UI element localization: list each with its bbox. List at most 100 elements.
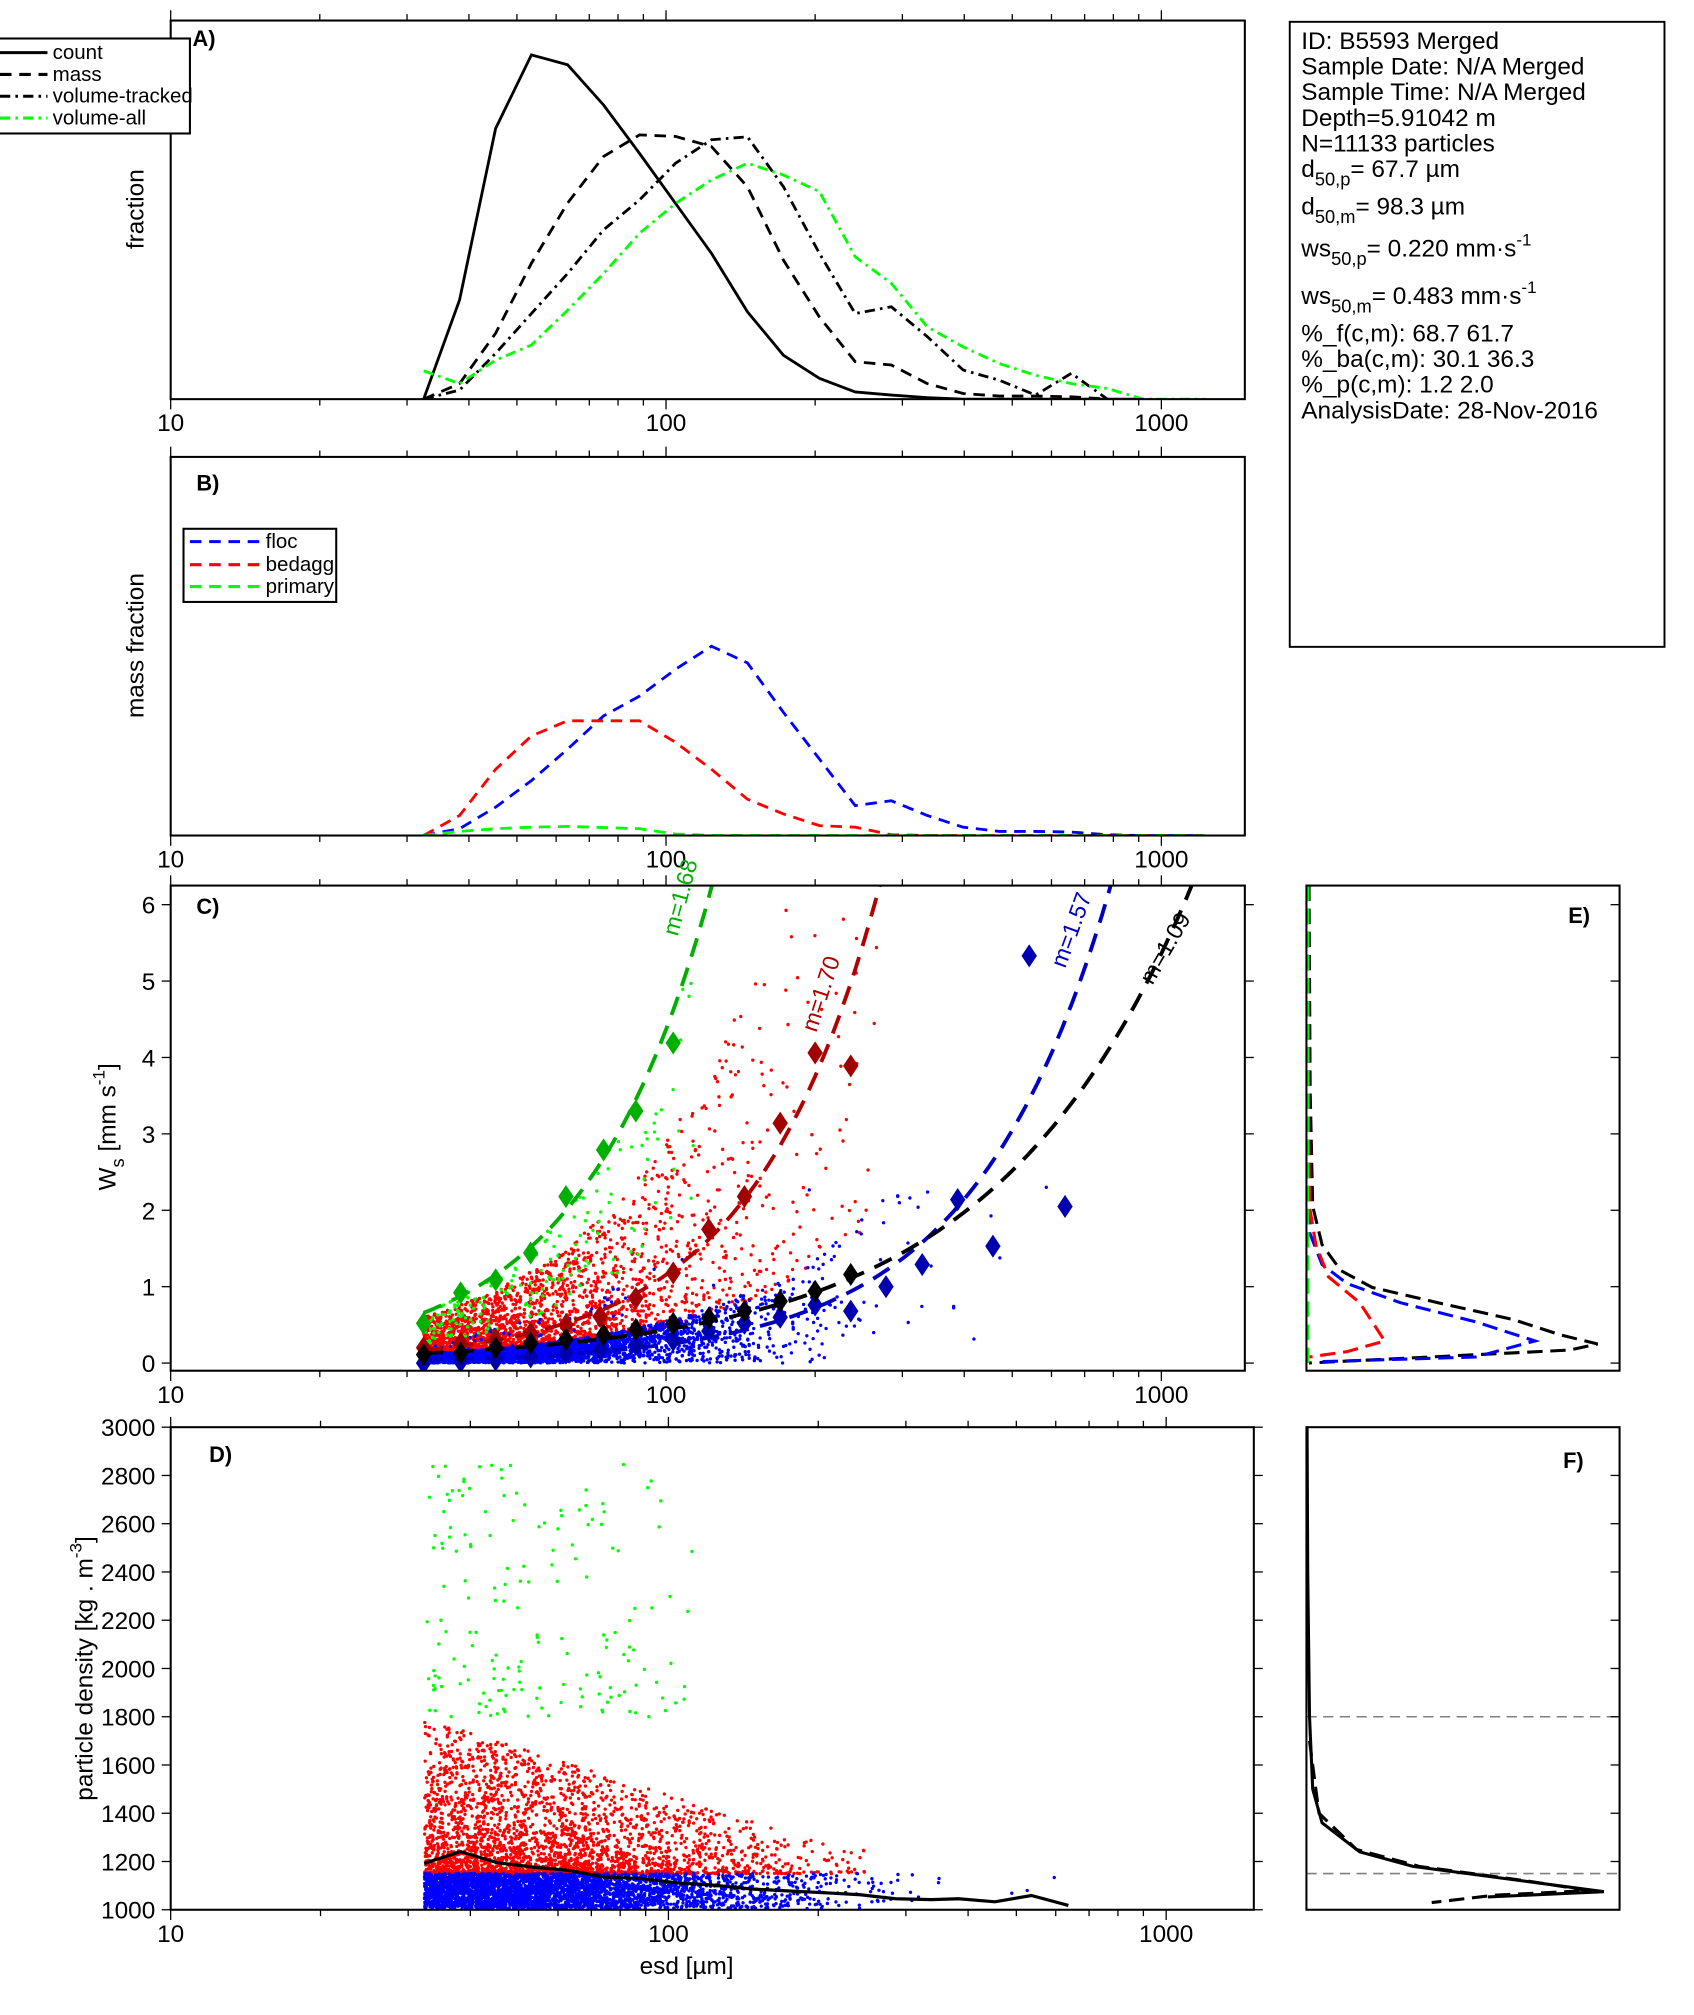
scatter-point-bedagg [669, 1150, 674, 1155]
scatter-point-bedagg [540, 1328, 544, 1333]
scatter-point-bedagg [730, 1300, 735, 1304]
scatter-point-floc [752, 1326, 756, 1331]
scatter-point-bedagg [570, 1286, 575, 1290]
scatter-point-bedagg [667, 1295, 671, 1299]
scatter-point-bedagg [770, 1287, 774, 1292]
scatter-point-bedagg [600, 1225, 604, 1229]
scatter-point-bedagg [575, 1240, 579, 1244]
scatter-point-bedagg [595, 1279, 600, 1283]
scatter-point-bedagg [744, 1216, 749, 1220]
scatter-point-bedagg [644, 1293, 648, 1298]
scatter-point-bedagg [723, 1249, 727, 1254]
scatter-point-floc [833, 1305, 837, 1310]
scatter-point-bedagg [673, 1302, 677, 1307]
scatter-point-bedagg [592, 1279, 596, 1284]
scatter-point-bedagg [494, 1322, 499, 1326]
scatter-point-bedagg [638, 1269, 642, 1274]
scatter-point-bedagg [551, 1292, 555, 1296]
scatter-point-bedagg [496, 1301, 500, 1306]
scatter-point-bedagg [772, 1257, 776, 1262]
scatter-point-bedagg [555, 1299, 559, 1304]
scatter-point-floc [760, 1302, 765, 1306]
scatter-point-bedagg [504, 1328, 508, 1332]
scatter-point-bedagg [720, 1162, 725, 1166]
scatter-point-bedagg [551, 1308, 555, 1312]
scatter-point-bedagg [639, 1254, 643, 1259]
scatter-point-floc [747, 1356, 751, 1360]
scatter-point-bedagg [795, 1210, 799, 1214]
scatter-point-bedagg [601, 1261, 605, 1265]
scatter-point-bedagg [866, 1168, 870, 1172]
scatter-point-bedagg [465, 1331, 470, 1336]
scatter-point-bedagg [464, 1308, 468, 1312]
scatter-point-bedagg [437, 1339, 442, 1343]
scatter-point-bedagg [717, 1103, 722, 1108]
scatter-point-bedagg [690, 1277, 695, 1281]
scatter-point-floc [764, 1302, 768, 1306]
scatter-point-bedagg [746, 1160, 750, 1165]
scatter-point-bedagg [576, 1324, 580, 1329]
scatter-point-bedagg [656, 1312, 660, 1317]
panel-label: A) [193, 26, 216, 51]
scatter-point-bedagg [644, 1315, 648, 1319]
scatter-point-bedagg [565, 1283, 570, 1288]
panels: 10 100 1000A)fractioncountmassvolume-track… [0, 10, 1621, 1980]
scatter-point-floc [714, 1308, 718, 1313]
scatter-point-bedagg [853, 1200, 857, 1204]
series-line-count [422, 53, 1144, 400]
scatter-point-floc [897, 1201, 902, 1205]
scatter-point-bedagg [854, 936, 859, 941]
legend-label: bedagg [266, 553, 334, 576]
scatter-point-bedagg [500, 1290, 504, 1295]
scatter-point-floc [720, 1324, 725, 1328]
scatter-point-bedagg [644, 1231, 648, 1236]
scatter-point-bedagg [518, 1312, 522, 1316]
scatter-point-floc [780, 1361, 785, 1365]
scatter-point-bedagg [569, 1330, 573, 1334]
scatter-point-bedagg [423, 1334, 427, 1338]
scatter-point-bedagg [736, 1184, 741, 1188]
scatter-point-bedagg [489, 1321, 493, 1325]
scatter-point-bedagg [535, 1298, 539, 1303]
scatter-point-bedagg [596, 1275, 600, 1279]
scatter-point-bedagg [786, 1278, 791, 1282]
scatter-point-floc [768, 1326, 772, 1331]
scatter-point-bedagg [595, 1250, 599, 1255]
scatter-point-bedagg [769, 1092, 773, 1097]
scatter-point-bedagg [571, 1303, 576, 1307]
scatter-point-bedagg [774, 1246, 778, 1250]
scatter-point-bedagg [640, 1252, 644, 1256]
scatter-point-bedagg [623, 1221, 627, 1225]
scatter-point-floc [711, 1283, 716, 1287]
scatter-point-floc [611, 1287, 615, 1291]
scatter-point-bedagg [550, 1317, 555, 1321]
scatter-point-floc [746, 1337, 750, 1341]
scatter-point-floc [768, 1336, 772, 1341]
scatter-point-bedagg [623, 1236, 627, 1240]
scatter-point-bedagg [726, 1157, 731, 1161]
scatter-point-floc [815, 1257, 820, 1261]
scatter-point-bedagg [557, 1287, 562, 1292]
scatter-point-bedagg [566, 1257, 571, 1261]
scatter-point-bedagg [520, 1277, 524, 1281]
scatter-point-bedagg [610, 1321, 614, 1326]
scatter-point-bedagg [801, 823, 804, 826]
scatter-point-bedagg [795, 976, 800, 980]
x-tick-label: 1000 [1134, 410, 1188, 437]
scatter-point-bedagg [731, 1235, 736, 1240]
scatter-point-bedagg [515, 1300, 519, 1304]
scatter-point-bedagg [668, 1211, 672, 1215]
scatter-point-bedagg [603, 1321, 608, 1326]
scatter-point-bedagg [687, 1183, 691, 1188]
scatter-point-bedagg [501, 1317, 505, 1321]
scatter-point-bedagg [664, 1298, 668, 1302]
scatter-point-bedagg [752, 1268, 757, 1273]
scatter-point-bedagg [664, 1197, 668, 1201]
scatter-point-floc [510, 1343, 515, 1348]
scatter-point-bedagg [617, 1308, 622, 1312]
x-tick-label: 100 [646, 847, 687, 874]
scatter-point-bedagg [564, 1250, 568, 1254]
scatter-point-floc [688, 1316, 693, 1320]
scatter-point-floc [652, 1358, 656, 1362]
